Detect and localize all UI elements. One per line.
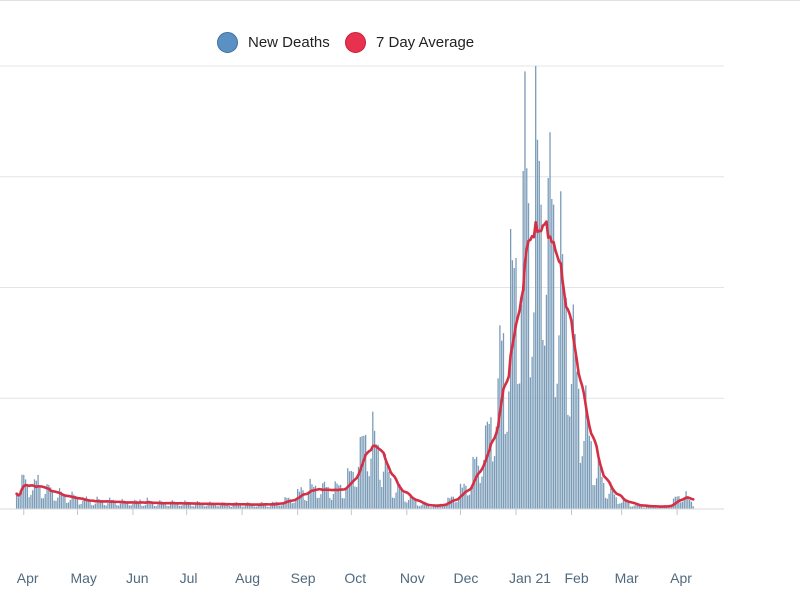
svg-text:Apr: Apr xyxy=(670,570,692,586)
svg-text:May: May xyxy=(70,570,96,586)
svg-text:Oct: Oct xyxy=(344,570,366,586)
svg-text:Jan 21: Jan 21 xyxy=(509,570,551,586)
svg-text:Jun: Jun xyxy=(126,570,149,586)
svg-text:Apr: Apr xyxy=(17,570,39,586)
svg-text:Sep: Sep xyxy=(291,570,316,586)
svg-text:Dec: Dec xyxy=(454,570,479,586)
svg-text:Feb: Feb xyxy=(565,570,589,586)
svg-text:Nov: Nov xyxy=(400,570,425,586)
svg-text:Mar: Mar xyxy=(615,570,639,586)
svg-text:Jul: Jul xyxy=(180,570,198,586)
svg-text:Aug: Aug xyxy=(235,570,260,586)
